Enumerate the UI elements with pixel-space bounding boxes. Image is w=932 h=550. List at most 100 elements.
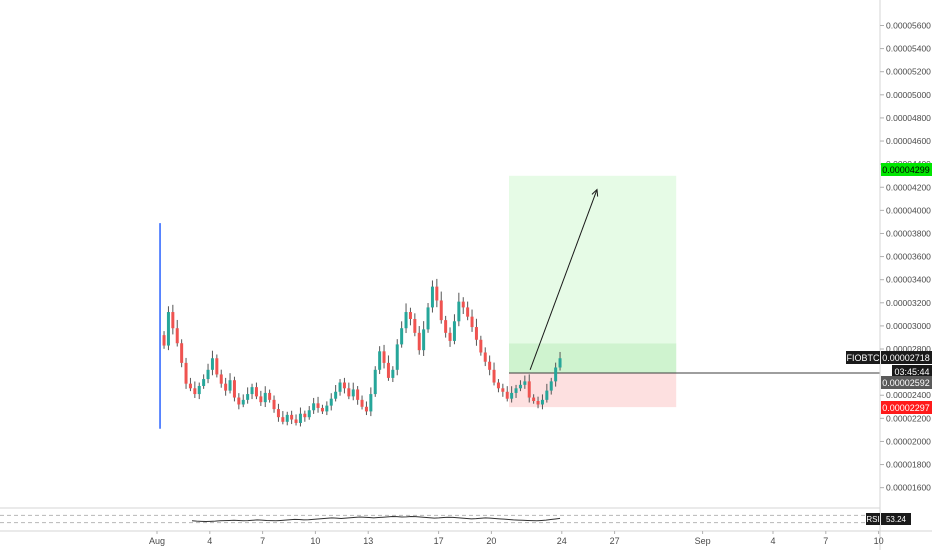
candle-body [519, 385, 522, 388]
candle-body [317, 403, 320, 408]
candle [277, 404, 280, 422]
candle-body [510, 393, 513, 399]
candle [281, 411, 284, 424]
current-price-label: 0.00002718 [882, 353, 930, 363]
candle-body [435, 287, 438, 301]
candle-body [224, 384, 227, 391]
price-tick-label: 0.00004200 [886, 182, 931, 192]
price-tick-label: 0.00005000 [886, 90, 931, 100]
candle-body [493, 370, 496, 383]
candle [435, 279, 438, 307]
stop-price-label: 0.00002297 [882, 403, 930, 413]
candle-body [202, 379, 205, 386]
candle [185, 358, 188, 389]
candle [488, 356, 491, 376]
candle-body [343, 383, 346, 389]
time-tick-label: 13 [363, 536, 373, 546]
price-tick-label: 0.00003600 [886, 252, 931, 262]
candle-body [365, 407, 368, 412]
candle-body [251, 387, 254, 394]
candle [453, 314, 456, 344]
price-tick-label: 0.00003000 [886, 321, 931, 331]
target-price-label: 0.00004299 [882, 165, 930, 175]
candle-body [466, 307, 469, 316]
candle [286, 412, 289, 426]
candle [229, 373, 232, 393]
price-series [160, 223, 562, 429]
candle-body [281, 417, 284, 422]
candle-body [550, 381, 553, 390]
candle-body [167, 312, 170, 346]
candle [299, 408, 302, 427]
candle-body [246, 394, 249, 400]
candle [321, 405, 324, 414]
candle-body [290, 415, 293, 420]
candle-body [545, 391, 548, 400]
time-tick-label: 4 [207, 536, 212, 546]
candle [506, 386, 509, 401]
candle-body [268, 393, 271, 400]
candle [484, 347, 487, 366]
candle-body [356, 389, 359, 399]
candle [163, 331, 166, 349]
candle [242, 394, 245, 407]
candle-body [277, 409, 280, 417]
long-position-tool[interactable] [509, 176, 676, 407]
candle [207, 364, 210, 383]
candle-body [220, 374, 223, 383]
time-tick-label: 4 [770, 536, 775, 546]
candle-body [457, 302, 460, 322]
candle [233, 377, 236, 402]
candle-body [475, 327, 478, 340]
candle-body [431, 287, 434, 308]
price-tick-label: 0.00002400 [886, 390, 931, 400]
time-tick-label: 10 [310, 536, 320, 546]
candle-body [163, 335, 166, 345]
countdown-label: 03:45:44 [894, 367, 929, 377]
candle-body [391, 370, 394, 378]
candle-body [299, 414, 302, 423]
candle [211, 351, 214, 376]
candle [189, 378, 192, 391]
candle-body [176, 328, 179, 343]
candle [422, 321, 425, 356]
candle-body [237, 398, 240, 405]
candle [308, 406, 311, 420]
rsi-line [192, 516, 560, 521]
price-tick-label: 0.00005200 [886, 67, 931, 77]
candle [497, 379, 500, 392]
candle [413, 313, 416, 336]
price-tick-label: 0.00002000 [886, 436, 931, 446]
symbol-label: FIOBTC [847, 353, 880, 363]
candle [405, 303, 408, 333]
candle [427, 303, 430, 333]
price-axis[interactable]: 0.00005600 0.00005400 0.00005200 0.00005000… [880, 20, 931, 492]
candle [220, 370, 223, 388]
candle-body [233, 380, 236, 397]
price-tick-label: 0.00004000 [886, 205, 931, 215]
candle-body [211, 358, 214, 370]
candle-body [347, 388, 350, 396]
candle-body [189, 384, 192, 389]
candle [378, 346, 381, 374]
candle [312, 398, 315, 414]
candle [365, 401, 368, 415]
candle-body [259, 396, 262, 402]
candle-body [325, 406, 328, 412]
candle-body [308, 410, 311, 417]
candle [369, 387, 372, 416]
candle-body [523, 381, 526, 384]
rsi-pane[interactable] [0, 508, 880, 523]
candle-body [405, 312, 408, 328]
candle [440, 292, 443, 324]
candle-body [264, 393, 267, 402]
candle [330, 393, 333, 410]
candle [264, 386, 267, 407]
candle [339, 379, 342, 396]
time-axis[interactable]: Aug 4 7 10 13 17 20 24 27 Sep 4 7 10 [149, 531, 884, 546]
price-tick-label: 0.00003200 [886, 298, 931, 308]
candle [462, 297, 465, 314]
target-zone[interactable] [509, 176, 676, 373]
candle-body [554, 368, 557, 382]
